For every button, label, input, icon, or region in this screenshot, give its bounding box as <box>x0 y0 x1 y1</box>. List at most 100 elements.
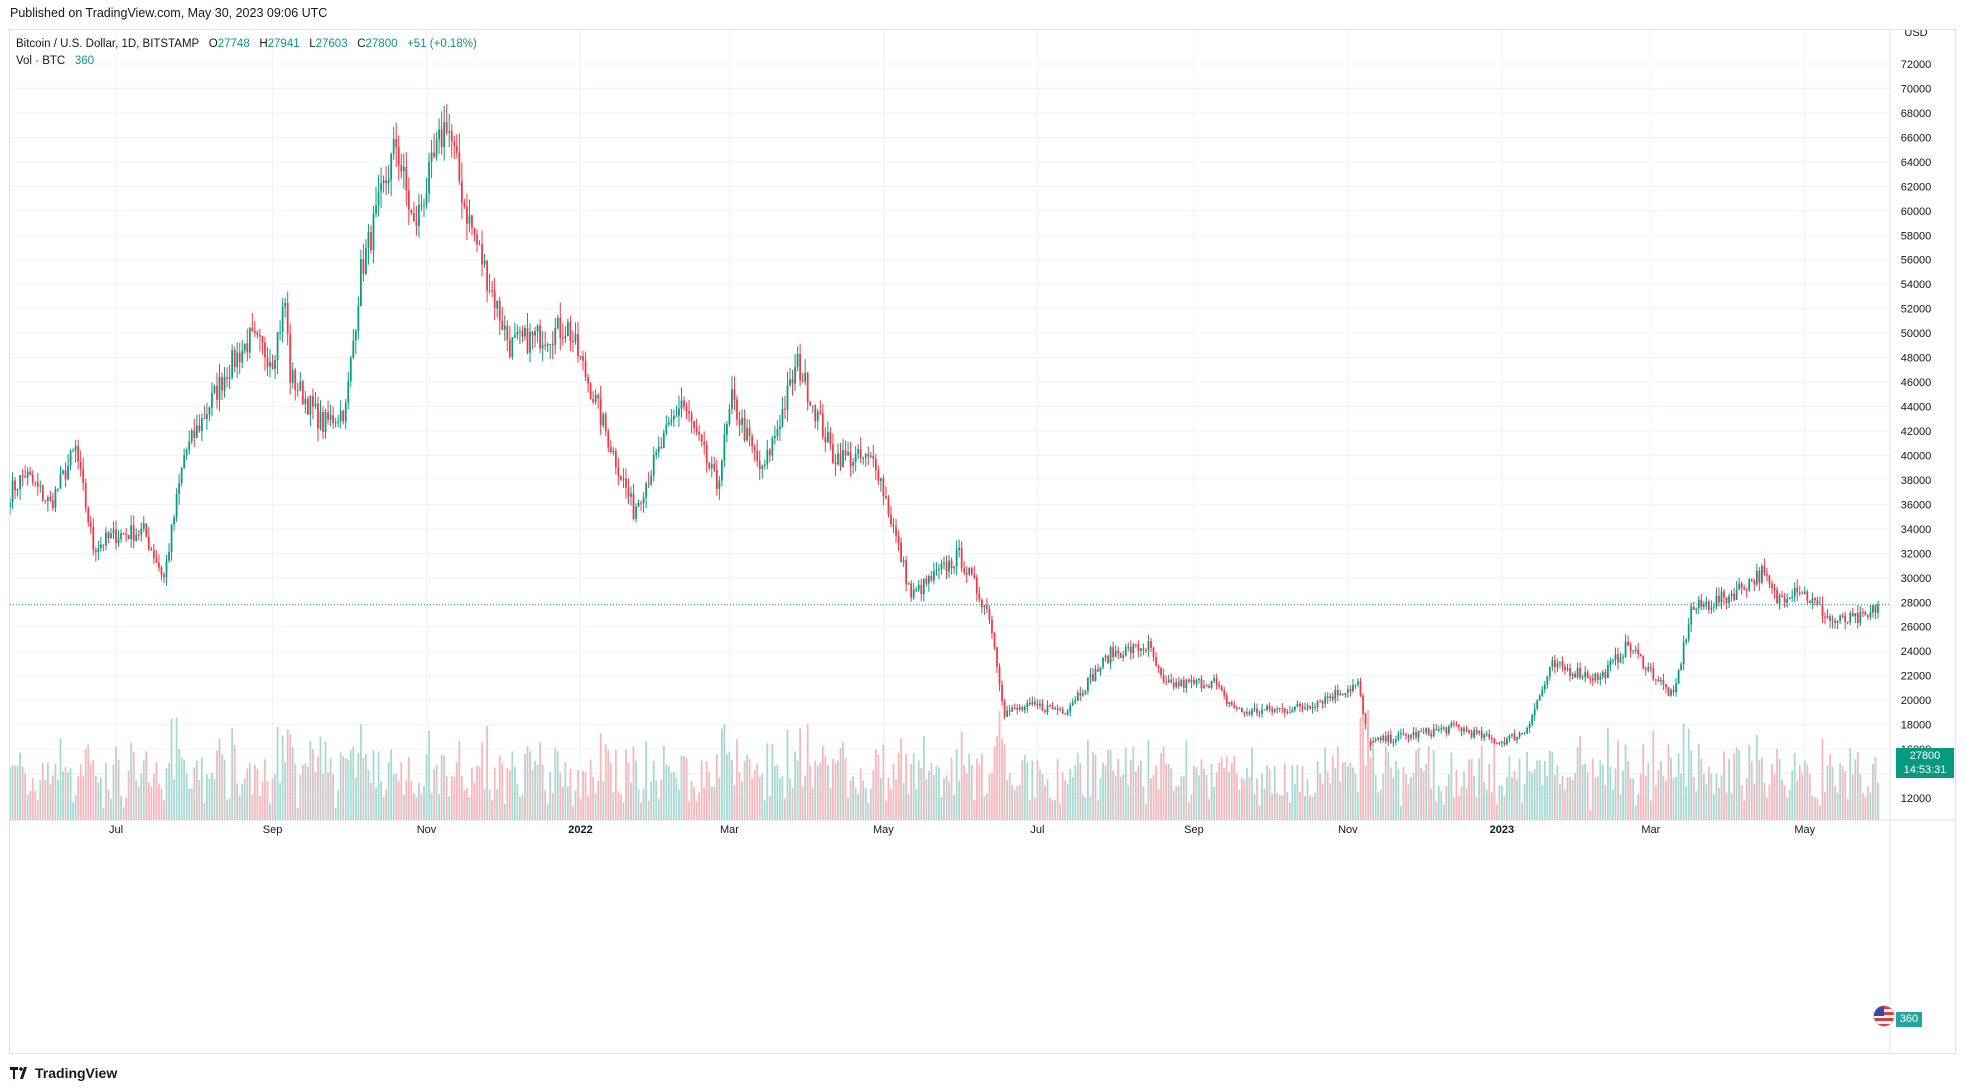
volume-bar <box>405 779 408 820</box>
volume-bar <box>1273 766 1276 820</box>
candle-down <box>1200 679 1203 689</box>
volume-bar <box>1707 766 1710 820</box>
footer-brand[interactable]: TradingView <box>10 1065 117 1081</box>
volume-bar <box>306 766 309 820</box>
candle-down <box>587 377 589 384</box>
volume-bar <box>1826 765 1829 820</box>
volume-bar <box>1760 757 1763 820</box>
volume-bar <box>1354 773 1357 820</box>
volume-bar <box>211 773 213 820</box>
candle-up <box>655 452 658 455</box>
chart-frame[interactable]: 1200014000160001800020000220002400026000… <box>9 29 1956 1054</box>
volume-bar <box>1283 763 1286 820</box>
volume-bar <box>703 787 706 820</box>
candle-down <box>970 568 973 575</box>
volume-bar <box>1745 777 1748 820</box>
volume-bar <box>501 763 504 820</box>
candle-up <box>241 350 244 363</box>
volume-bar <box>890 788 892 820</box>
legend-symbol[interactable]: Bitcoin / U.S. Dollar, 1D, BITSTAMP <box>16 38 200 50</box>
volume-bar <box>1334 767 1337 820</box>
candle-up <box>1877 604 1879 613</box>
candle-down <box>1455 724 1458 726</box>
candle-up <box>1705 601 1708 605</box>
candle-up <box>284 302 287 307</box>
volume-bar <box>24 773 27 820</box>
volume-bar <box>1776 748 1778 820</box>
volume-bar <box>1672 778 1675 820</box>
candle-up <box>1437 729 1440 731</box>
volume-bar <box>1836 793 1839 820</box>
candle-down <box>614 450 617 468</box>
volume-bar <box>892 763 895 820</box>
candle-down <box>125 533 128 536</box>
candle-up <box>228 377 231 379</box>
volume-bar <box>52 775 54 820</box>
volume-bar <box>175 717 178 820</box>
volume-bar <box>299 774 302 820</box>
volume-bar <box>233 745 236 820</box>
footer-brand-label: TradingView <box>35 1065 118 1081</box>
volume-bar <box>900 738 902 820</box>
volume-bar <box>632 746 635 820</box>
candle-down <box>1170 679 1173 683</box>
legend-volume-label[interactable]: Vol · BTC <box>16 55 66 67</box>
candle-down <box>1796 587 1799 593</box>
volume-bar <box>1425 763 1428 820</box>
candle-down <box>203 418 206 420</box>
volume-bar <box>933 774 935 820</box>
candle-down <box>1016 707 1019 710</box>
candle-up <box>309 396 312 415</box>
volume-bar <box>597 780 600 820</box>
candle-down <box>31 474 34 483</box>
candle-up <box>352 340 355 358</box>
volume-bar <box>1195 767 1198 820</box>
volume-bar <box>1846 798 1849 820</box>
us-flag-icon[interactable] <box>1873 1005 1895 1027</box>
volume-bar <box>11 765 14 820</box>
candle-down <box>801 380 804 382</box>
candle-down <box>1846 621 1849 623</box>
candle-up <box>1647 667 1650 671</box>
volume-bar <box>1374 775 1377 820</box>
candle-up <box>1109 647 1112 664</box>
candle-down <box>1097 669 1099 672</box>
candle-up <box>1412 732 1415 735</box>
y-tick-label: 32000 <box>1901 548 1932 560</box>
volume-bar <box>324 741 327 820</box>
volume-bar <box>852 776 855 820</box>
volume-bar <box>1576 747 1579 820</box>
volume-bar <box>1521 803 1523 820</box>
volume-bar <box>410 780 413 820</box>
candle-up <box>1556 663 1559 667</box>
candle-down <box>839 453 842 468</box>
volume-bar <box>423 785 425 820</box>
candle-down <box>1579 668 1582 678</box>
volume-bar <box>180 757 183 820</box>
volume-bar <box>1468 759 1470 820</box>
price-chart[interactable]: 1200014000160001800020000220002400026000… <box>10 30 1955 1053</box>
volume-bar <box>1819 805 1821 820</box>
candle-down <box>1430 733 1433 737</box>
candle-up <box>1710 607 1713 610</box>
volume-bar <box>1400 806 1402 820</box>
volume-bar <box>695 801 698 820</box>
candle-down <box>756 450 759 461</box>
candle-up <box>236 352 239 368</box>
volume-bar <box>905 753 908 820</box>
candle-up <box>1147 641 1150 651</box>
volume-bar <box>392 774 395 820</box>
candle-up <box>1531 715 1534 725</box>
candle-down <box>930 575 933 581</box>
volume-bar <box>789 778 791 820</box>
candle-up <box>269 362 271 367</box>
volume-bar <box>440 754 443 820</box>
candle-up <box>1508 735 1511 739</box>
candle-down <box>1157 665 1160 668</box>
volume-bar <box>1624 744 1627 820</box>
candle-down <box>259 334 261 337</box>
volume-bar <box>248 762 251 820</box>
volume-bar <box>627 762 630 820</box>
candle-down <box>733 389 736 400</box>
candle-down <box>1743 587 1746 590</box>
